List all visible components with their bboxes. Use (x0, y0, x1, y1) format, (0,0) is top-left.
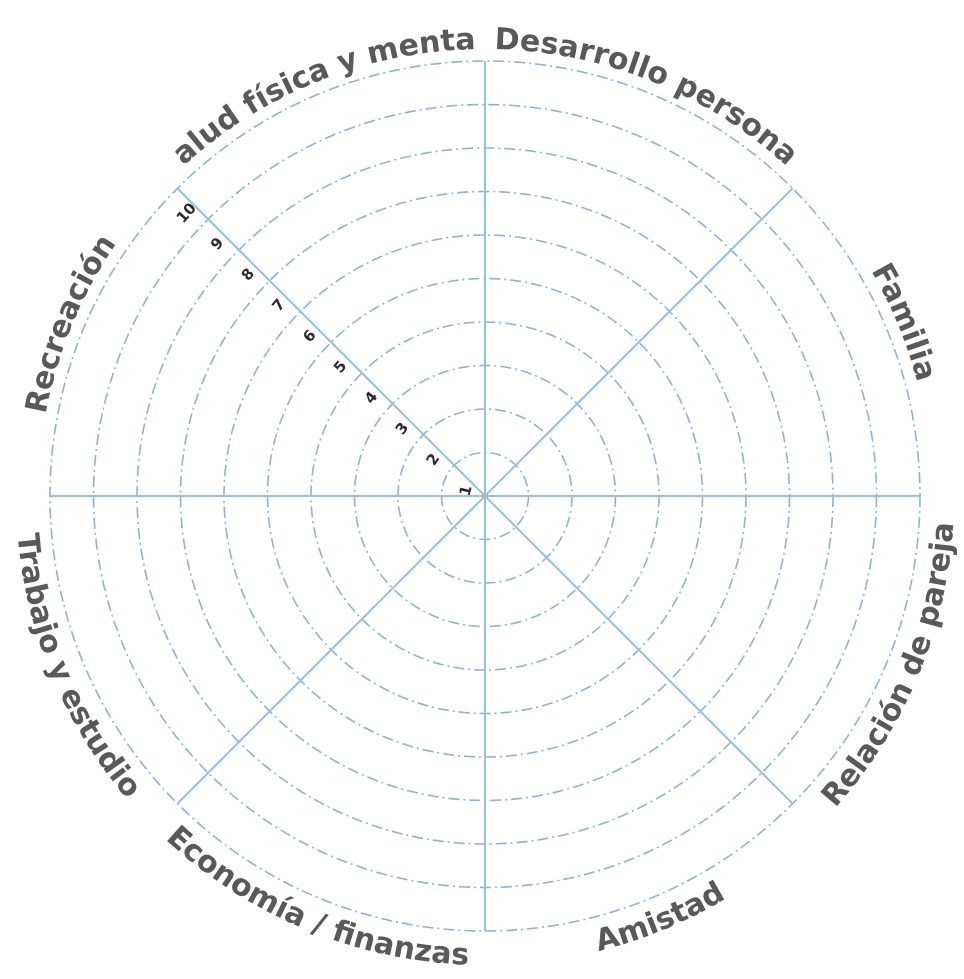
segment-label-7: Recreación (19, 228, 123, 416)
scale-number-7: 7 (268, 295, 288, 315)
segment-divider (177, 496, 485, 804)
segment-label-2: Familia (864, 257, 943, 384)
segment-divider (177, 188, 485, 496)
scale-number-3: 3 (392, 419, 413, 438)
segment-label-6: Trabajo y estudio (10, 532, 149, 805)
segment-label-4: Amistad (591, 875, 730, 959)
scale-number-10: 10 (173, 199, 200, 227)
segment-label-8: Salud física y mental (0, 0, 476, 172)
scale-number-4: 4 (361, 388, 382, 407)
scale-number-5: 5 (330, 357, 351, 377)
segment-dividers (50, 61, 920, 931)
segment-label-5: Economía / finanzas (160, 819, 470, 973)
scale-number-6: 6 (299, 326, 319, 346)
scale-number-2: 2 (423, 450, 444, 469)
segment-label-1: Desarrollo personal (0, 0, 805, 172)
segment-divider (485, 188, 793, 496)
segment-divider (485, 496, 793, 804)
